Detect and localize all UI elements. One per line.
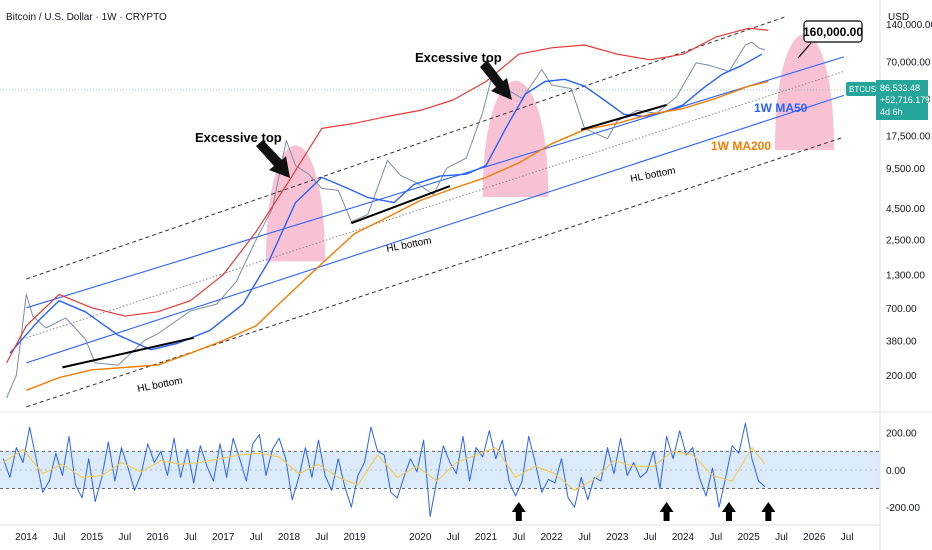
channel-bottom-line (26, 136, 845, 408)
price-tick-label: 70,000.00 (886, 57, 931, 68)
currency-label[interactable]: USD (888, 12, 909, 23)
upper_band-line (6, 27, 769, 364)
ticker-price: 86,533.48 (880, 83, 920, 93)
up-arrow-icon (721, 502, 736, 521)
oscillator-scale[interactable]: 200.00 0.00 -200.00 (886, 429, 920, 515)
time-tick-label: Jul (118, 532, 131, 543)
time-tick-label: 2020 (409, 532, 432, 543)
price-tick-label: 140,000.00 (886, 20, 932, 31)
time-tick-label: Jul (447, 532, 460, 543)
time-tick-label: 2024 (672, 532, 695, 543)
excessive-top-label-2: Excessive top (415, 50, 502, 65)
ticker-change: +52,716.17% (880, 95, 932, 105)
oscillator-pane[interactable] (0, 422, 880, 521)
price-tick-label: 2,500.00 (886, 236, 925, 247)
price-series (6, 27, 769, 399)
up-arrow-icon (761, 502, 776, 521)
time-tick-label: Jul (315, 532, 328, 543)
trend-channel (26, 16, 845, 408)
hl-bottom-2-line (350, 185, 451, 225)
excessive-top-label-1: Excessive top (195, 130, 282, 145)
target-pointer (797, 42, 812, 59)
time-tick-label: 2015 (81, 532, 104, 543)
time-tick-label: Jul (644, 532, 657, 543)
time-tick-label: Jul (709, 532, 722, 543)
time-tick-label: Jul (250, 532, 263, 543)
time-tick-label: 2022 (540, 532, 563, 543)
time-tick-label: Jul (184, 532, 197, 543)
ticker-value-box (876, 80, 928, 120)
time-tick-label: Jul (578, 532, 591, 543)
time-tick-label: Jul (53, 532, 66, 543)
ticker-symbol-badge (846, 82, 876, 96)
up-arrow-icon (659, 502, 674, 521)
price-tick-label: 4,500.00 (886, 204, 925, 215)
ma200-label: 1W MA200 (711, 139, 771, 153)
time-tick-label: Jul (775, 532, 788, 543)
time-tick-label: 2021 (475, 532, 498, 543)
price-tick-label: 380.00 (886, 337, 917, 348)
time-axis[interactable]: 2014 Jul 2015 Jul 2016 Jul 2017 Jul 2018 Jul 2019 2… (15, 532, 853, 543)
target-price-box[interactable] (803, 20, 863, 43)
ma50-label: 1W MA50 (754, 101, 808, 115)
osc_slow-line (2, 447, 766, 491)
osc-tick-label: -200.00 (886, 503, 920, 514)
chart-title: Bitcoin / U.S. Dollar · 1W · CRYPTO (6, 12, 167, 23)
peak-2021-zone (482, 80, 549, 197)
ticker-countdown: 4d 6h (880, 107, 903, 117)
ticker-symbol: BTCUSD (849, 85, 882, 94)
price-tick-label: 9,500.00 (886, 164, 925, 175)
time-tick-label: Jul (512, 532, 525, 543)
excessive-top-arrow-2 (480, 60, 512, 100)
price-tick-label: 1,300.00 (886, 271, 925, 282)
time-tick-label: 2016 (146, 532, 169, 543)
time-tick-label: Jul (841, 532, 854, 543)
channel-upper-line (26, 56, 845, 309)
ma200-line (26, 80, 769, 391)
ticker-tag[interactable]: BTCUSD 86,533.48 +52,716.17% 4d 6h (846, 80, 932, 120)
osc-tick-label: 0.00 (886, 466, 906, 477)
target-price: 160,000.00 (803, 25, 863, 39)
time-tick-label: 2017 (212, 532, 235, 543)
channel-top-line (26, 16, 785, 280)
channel-lower-line (26, 94, 845, 364)
hl-bottom-1-line (62, 336, 194, 369)
peak-2025-zone (774, 34, 835, 151)
hl-bottom-3-line (580, 103, 667, 131)
osc-tick-label: 200.00 (886, 429, 917, 440)
time-tick-label: 2019 (343, 532, 366, 543)
time-tick-label: 2018 (278, 532, 301, 543)
time-tick-label: 2025 (738, 532, 761, 543)
price-tick-label: 17,500.00 (886, 132, 931, 143)
time-tick-label: 2023 (606, 532, 629, 543)
osc_fast-line (2, 422, 766, 517)
price-tick-label: 700.00 (886, 304, 917, 315)
time-tick-label: 2026 (803, 532, 826, 543)
price-line (6, 41, 766, 399)
time-tick-label: 2014 (15, 532, 38, 543)
up-arrow-icon (511, 502, 526, 521)
hl-bottom-lines (62, 103, 667, 369)
excessive-top-arrow-1 (256, 140, 290, 178)
price-tick-label: 200.00 (886, 371, 917, 382)
